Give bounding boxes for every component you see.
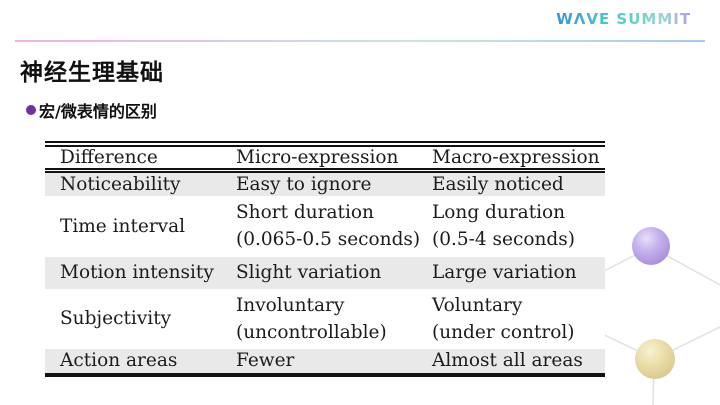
cell-line: Short duration (236, 202, 374, 223)
micro-cell: Involuntary (uncontrollable) (236, 289, 432, 349)
macro-cell: Long duration (0.5-4 seconds) (432, 196, 605, 257)
micro-cell: Easy to ignore (236, 173, 372, 195)
row-label: Motion intensity (60, 262, 214, 283)
bullet-label: 宏/微表情的区别 (39, 102, 157, 121)
header-divider (15, 40, 705, 42)
col-header-micro: Micro-expression (236, 141, 432, 173)
row-label: Time interval (60, 215, 186, 237)
cell-line: Long duration (432, 202, 566, 223)
wave-summit-logo: WΛVE SUMMIT+ (556, 10, 704, 28)
table-row: Noticeability Easy to ignore Easily noti… (45, 170, 605, 196)
page-title: 神经生理基础 (20, 60, 164, 86)
micro-cell: Slight variation (236, 262, 382, 283)
purple-sphere-icon (632, 227, 670, 265)
row-label: Subjectivity (60, 308, 172, 329)
macro-cell: Almost all areas (432, 348, 605, 377)
cell-line: Involuntary (236, 294, 345, 316)
logo-text: WΛVE SUMMIT (556, 10, 692, 28)
micro-cell: Short duration (0.065-0.5 seconds) (236, 196, 432, 257)
yellow-sphere-icon (635, 339, 675, 379)
cell-line: (0.065-0.5 seconds) (236, 229, 421, 250)
bullet-dot-icon (26, 105, 36, 115)
macro-cell: Easily noticed (432, 173, 564, 195)
table-header-row: Difference Micro-expression Macro-expres… (45, 141, 605, 173)
table-row: Subjectivity Involuntary (uncontrollable… (45, 288, 605, 349)
cell-line: (0.5-4 seconds) (432, 229, 575, 250)
table-row: Motion intensity Slight variation Large … (45, 256, 605, 289)
table-row: Action areas Fewer Almost all areas (45, 348, 605, 377)
cell-line: Voluntary (432, 294, 523, 316)
macro-cell: Large variation (432, 262, 577, 283)
comparison-table: Difference Micro-expression Macro-expres… (45, 141, 605, 377)
table-row: Time interval Short duration (0.065-0.5 … (45, 195, 605, 257)
row-label: Noticeability (60, 173, 181, 195)
row-label: Action areas (45, 348, 236, 377)
cell-line: (under control) (432, 321, 575, 343)
col-header-difference: Difference (45, 141, 236, 173)
col-header-macro: Macro-expression (432, 141, 605, 173)
network-lines (597, 246, 720, 405)
micro-cell: Fewer (236, 348, 432, 377)
macro-cell: Voluntary (under control) (432, 289, 605, 349)
bullet-item: 宏/微表情的区别 (26, 98, 157, 122)
logo-plus-icon: + (692, 9, 704, 24)
cell-line: (uncontrollable) (236, 321, 387, 343)
